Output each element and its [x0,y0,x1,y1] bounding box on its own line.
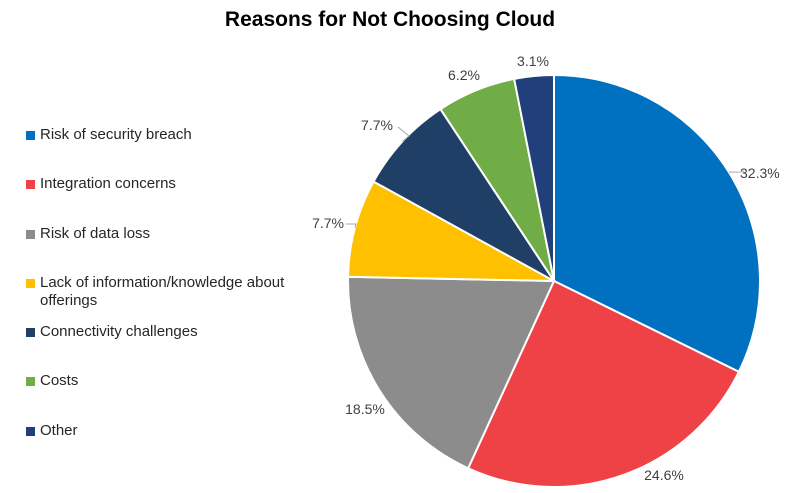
leader-line [397,126,410,142]
pie-slice [347,180,555,282]
data-label: 6.2% [448,67,480,83]
pie-slice [553,73,761,374]
legend-swatch [26,229,35,239]
legend-label: Risk of data loss [40,224,151,242]
data-label: 7.7% [312,215,344,231]
legend-label: Other [40,421,78,439]
legend-item: Risk of security breach [26,126,336,175]
legend-label: Costs [40,372,79,390]
leader-line [728,170,745,173]
legend-item: Lack of information/knowledge about offe… [26,274,336,323]
data-label: 7.7% [361,117,393,133]
legend-swatch [26,377,35,387]
legend-label: Integration concerns [40,175,176,193]
leader-line [346,223,357,228]
legend-item: Integration concerns [26,175,336,224]
data-label: 32.3% [740,165,780,181]
legend-item: Costs [26,372,336,421]
legend: Risk of security breach Integration conce… [26,126,336,471]
legend-item: Risk of data loss [26,225,336,274]
data-label: 3.1% [517,53,549,69]
legend-label: Risk of security breach [40,126,192,143]
legend-label: Lack of information/knowledge about offe… [40,273,285,309]
data-label: 24.6% [644,467,684,483]
legend-swatch [26,131,35,140]
pie-slice [466,279,741,488]
legend-swatch [26,180,35,190]
pie-slice [347,275,556,470]
legend-swatch [26,328,35,338]
legend-swatch [26,426,35,436]
legend-item: Connectivity challenges [26,323,336,372]
legend-item: Other [26,422,336,471]
pie-slice [512,73,555,282]
legend-label: Connectivity challenges [40,323,198,341]
legend-swatch [26,278,35,288]
data-label: 18.5% [345,401,385,417]
chart-title: Reasons for Not Choosing Cloud [224,8,556,31]
